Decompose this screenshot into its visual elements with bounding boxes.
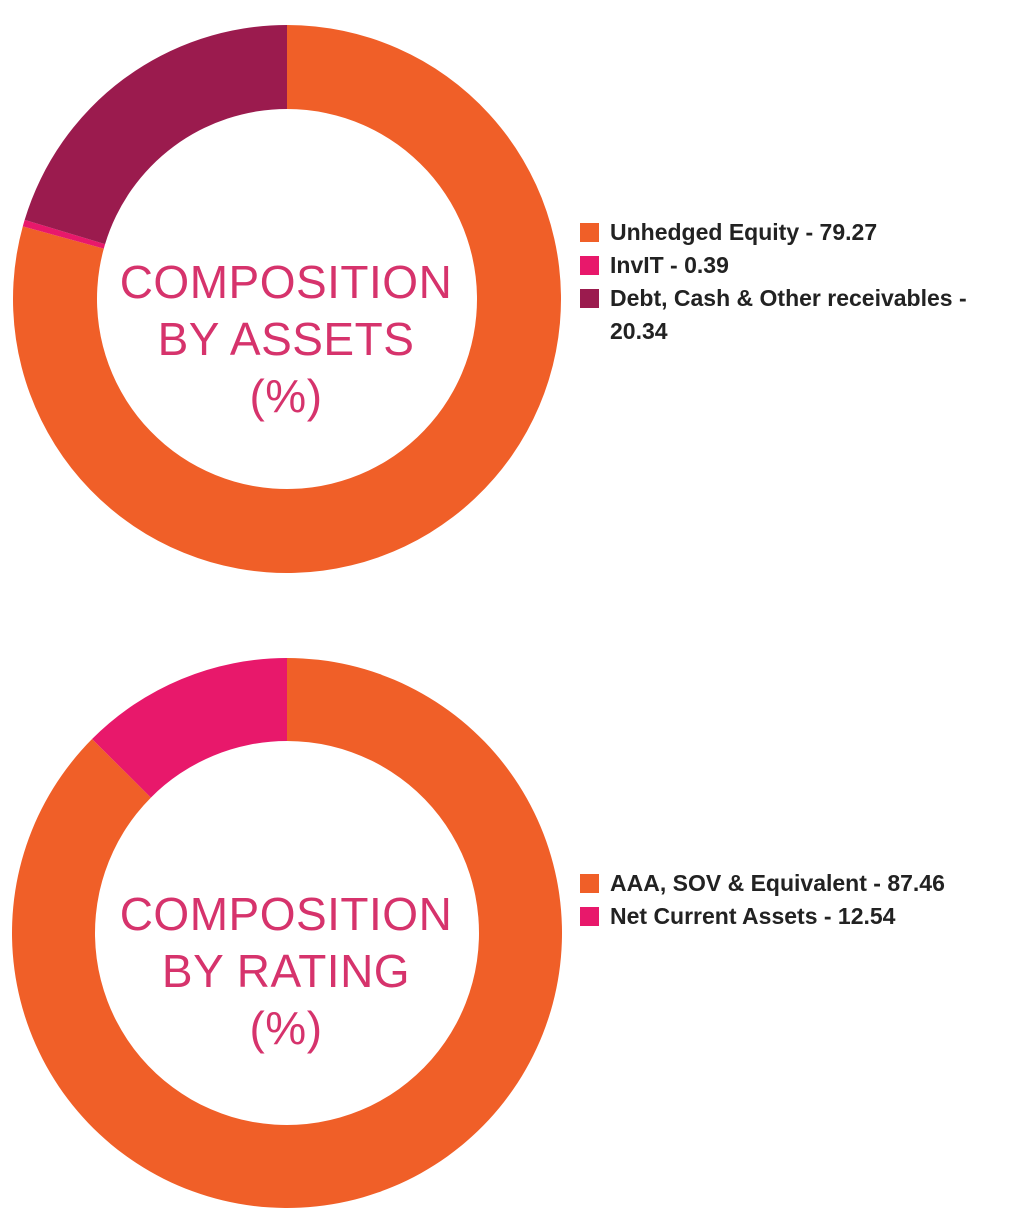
rating-donut-chart: COMPOSITION BY RATING (%) AAA, SOV & Equ…	[0, 630, 1014, 1221]
rating-center-line-1: COMPOSITION	[119, 888, 453, 940]
rating-center-line-3: (%)	[249, 1002, 323, 1054]
legend-swatch-debt-cash	[580, 289, 599, 308]
legend-swatch-net-current-assets	[580, 907, 599, 926]
legend-label-unhedged-equity: Unhedged Equity - 79.27	[610, 219, 878, 245]
legend-item-unhedged-equity: Unhedged Equity - 79.27	[580, 216, 1010, 249]
legend-swatch-invit	[580, 256, 599, 275]
slice-invit	[22, 219, 106, 249]
legend-item-net-current-assets: Net Current Assets - 12.54	[580, 900, 1010, 933]
legend-item-invit: InvIT - 0.39	[580, 249, 1010, 282]
legend-swatch-aaa-sov	[580, 874, 599, 893]
slice-unhedged-equity	[12, 25, 562, 574]
legend-label-aaa-sov: AAA, SOV & Equivalent - 87.46	[610, 870, 945, 896]
assets-center-line-3: (%)	[249, 370, 323, 422]
legend-label-debt-cash: Debt, Cash & Other receivables - 20.34	[610, 285, 967, 344]
assets-center-line-2: BY ASSETS	[157, 313, 415, 365]
assets-center-label: COMPOSITION BY ASSETS (%)	[86, 254, 486, 425]
assets-legend: Unhedged Equity - 79.27 InvIT - 0.39 Deb…	[580, 216, 1010, 348]
slice-aaa-sov	[12, 658, 562, 1208]
assets-donut-chart: COMPOSITION BY ASSETS (%) Unhedged Equit…	[0, 0, 1014, 600]
legend-label-invit: InvIT - 0.39	[610, 252, 729, 278]
rating-legend: AAA, SOV & Equivalent - 87.46 Net Curren…	[580, 867, 1010, 933]
rating-center-label: COMPOSITION BY RATING (%)	[86, 886, 486, 1057]
assets-center-line-1: COMPOSITION	[119, 256, 453, 308]
rating-donut-svg	[12, 658, 562, 1208]
rating-center-line-2: BY RATING	[161, 945, 411, 997]
slice-debt-cash	[24, 25, 287, 245]
legend-item-debt-cash: Debt, Cash & Other receivables - 20.34	[580, 282, 1010, 348]
legend-swatch-unhedged-equity	[580, 223, 599, 242]
slice-net-current-assets	[92, 658, 288, 798]
legend-label-net-current-assets: Net Current Assets - 12.54	[610, 903, 896, 929]
legend-item-aaa-sov: AAA, SOV & Equivalent - 87.46	[580, 867, 1010, 900]
assets-donut-svg	[12, 25, 562, 574]
